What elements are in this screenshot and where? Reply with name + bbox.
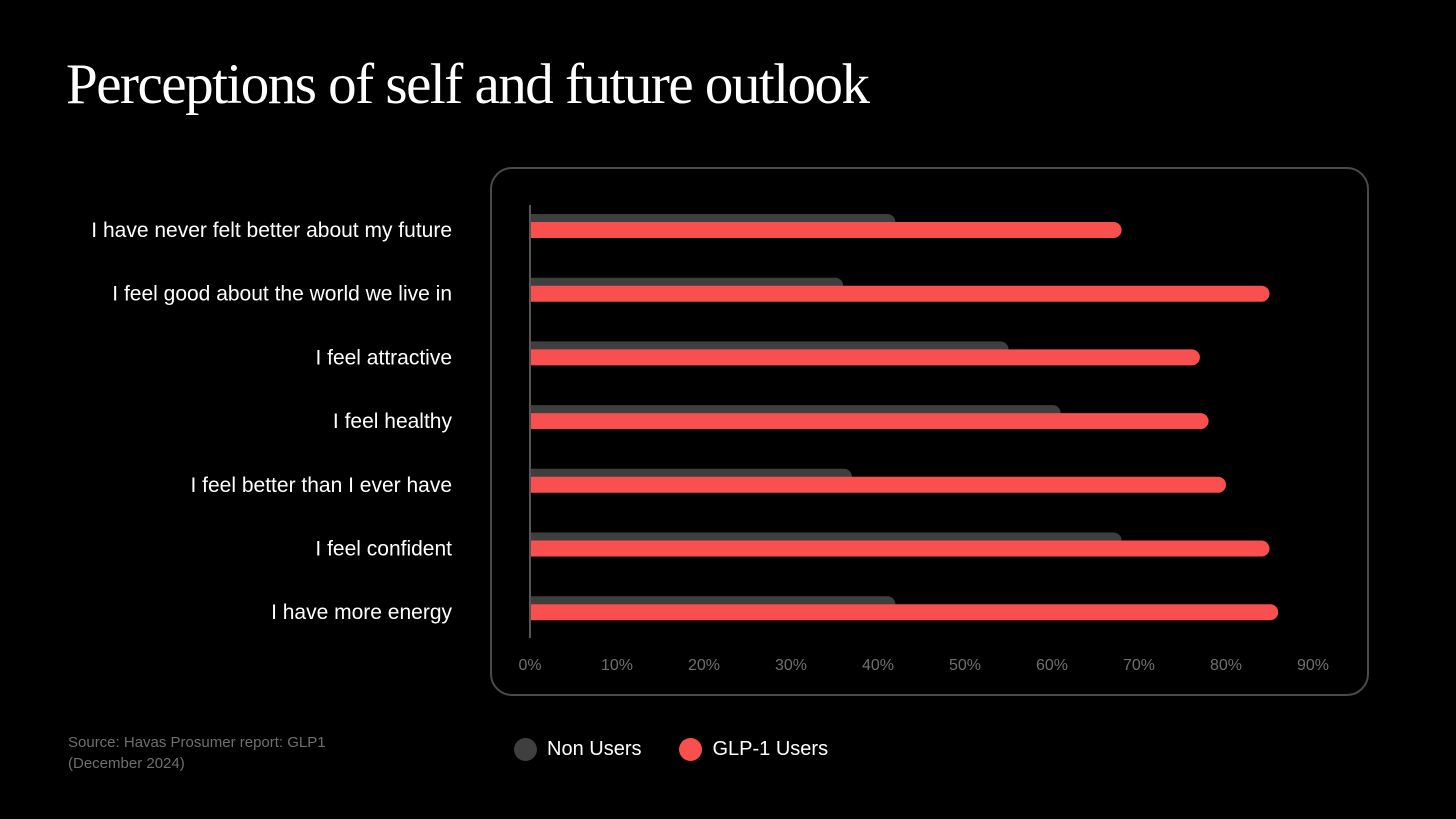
- category-label: I feel better than I ever have: [191, 474, 453, 497]
- bar-glp1-users: [530, 222, 1122, 238]
- x-tick-label: 60%: [1036, 657, 1068, 674]
- category-label: I have more energy: [271, 601, 452, 624]
- x-tick-label: 80%: [1210, 657, 1242, 674]
- source-line-1: Source: Havas Prosumer report: GLP1: [68, 734, 326, 751]
- legend-item-glp1-users: GLP-1 Users: [679, 738, 828, 761]
- chart-title: Perceptions of self and future outlook: [66, 53, 870, 116]
- legend-swatch-glp1-users: [679, 738, 703, 761]
- source-line-2: (December 2024): [68, 755, 185, 772]
- x-tick-label: 10%: [601, 657, 633, 674]
- bar-glp1-users: [530, 413, 1209, 430]
- x-tick-label: 30%: [775, 657, 807, 674]
- source-note: Source: Havas Prosumer report: GLP1 (Dec…: [68, 732, 398, 774]
- bar-glp1-users: [530, 285, 1270, 302]
- x-tick-label: 70%: [1123, 657, 1155, 674]
- legend: Non Users GLP-1 Users: [514, 738, 866, 761]
- x-tick-label: 20%: [688, 657, 720, 674]
- bar-glp1-users: [530, 604, 1279, 621]
- legend-item-non-users: Non Users: [514, 738, 641, 761]
- legend-label-glp1-users: GLP-1 Users: [712, 738, 829, 760]
- category-label: I feel confident: [315, 538, 452, 561]
- category-label: I feel attractive: [315, 346, 452, 369]
- bar-glp1-users: [530, 476, 1226, 493]
- chart-frame: [490, 167, 1369, 696]
- bar-glp1-users: [530, 540, 1270, 557]
- category-label: I have never felt better about my future: [91, 219, 452, 242]
- category-label: I feel healthy: [333, 410, 453, 433]
- x-tick-label: 50%: [949, 657, 981, 674]
- legend-swatch-non-users: [514, 738, 537, 761]
- category-label: I feel good about the world we live in: [112, 283, 452, 306]
- bar-glp1-users: [530, 349, 1200, 366]
- x-tick-label: 40%: [862, 657, 894, 674]
- x-tick-label: 0%: [518, 657, 541, 674]
- legend-label-non-users: Non Users: [547, 738, 642, 760]
- x-tick-label: 90%: [1297, 657, 1329, 674]
